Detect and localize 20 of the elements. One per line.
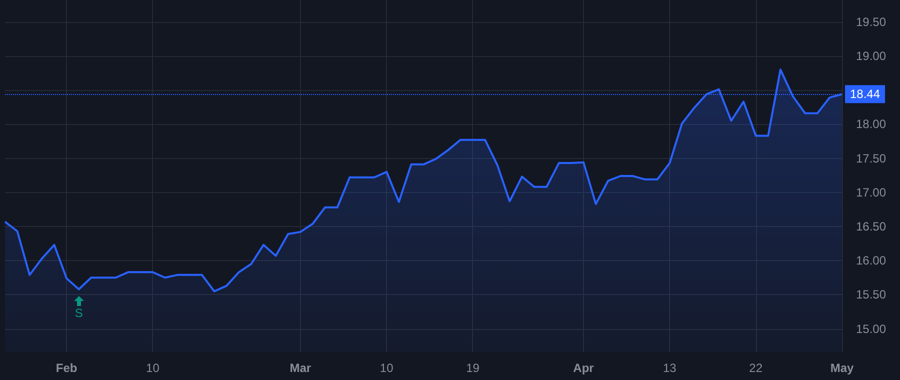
x-tick-label: 10 — [146, 361, 160, 375]
y-tick-label: 18.00 — [856, 117, 886, 132]
y-tick-label: 16.00 — [856, 254, 886, 268]
x-tick-label: Feb — [56, 361, 78, 375]
y-tick-label: 15.50 — [856, 288, 886, 302]
y-tick-label: 15.00 — [856, 322, 886, 336]
ref-line-label: 18.44 — [850, 87, 880, 102]
x-tick-label: 22 — [749, 361, 763, 375]
x-tick-label: 19 — [466, 361, 480, 375]
x-tick-label: 10 — [380, 361, 394, 375]
y-tick-label: 16.50 — [856, 219, 886, 234]
y-tick-label: 17.50 — [856, 151, 886, 166]
x-tick-label: May — [830, 361, 854, 375]
y-tick-label: 19.50 — [856, 14, 886, 29]
x-tick-label: 13 — [662, 361, 677, 375]
x-tick-label: Apr — [573, 361, 594, 375]
annotation: S — [74, 306, 83, 320]
x-tick-label: Mar — [290, 361, 312, 375]
y-tick-label: 19.00 — [856, 48, 886, 63]
y-tick-label: 17.00 — [856, 185, 886, 200]
